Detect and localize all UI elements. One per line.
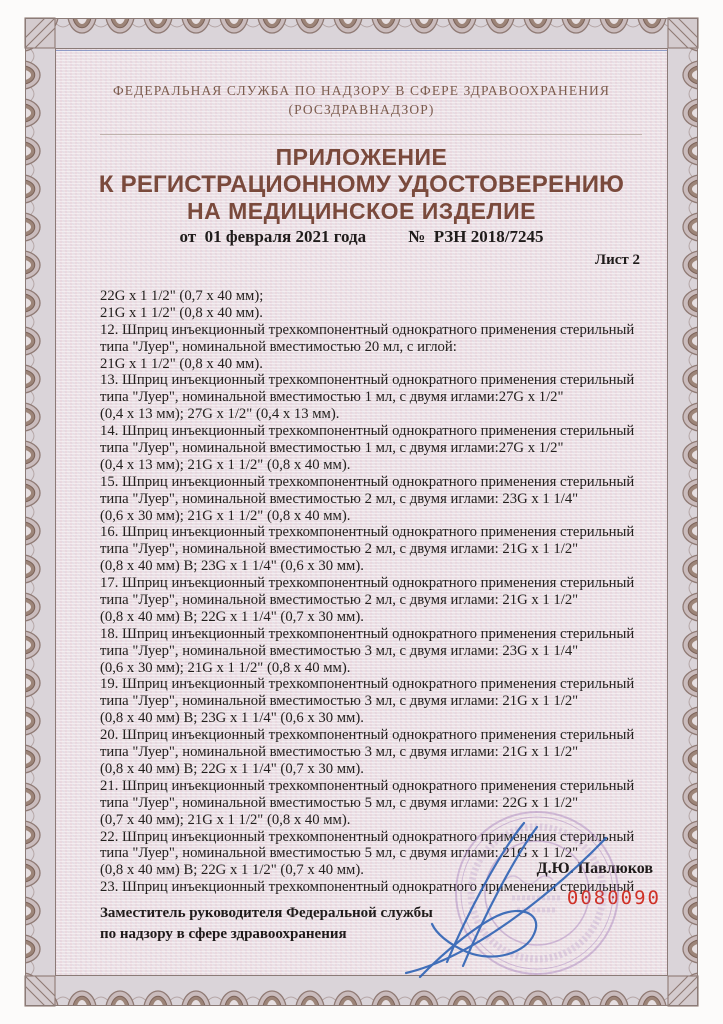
issuing-authority-header: ФЕДЕРАЛЬНАЯ СЛУЖБА ПО НАДЗОРУ В СФЕРЕ ЗД… (55, 81, 668, 119)
body-line: 13. Шприц инъекционный трехкомпонентный … (100, 372, 635, 389)
signer-title-line-2: по надзору в сфере здравоохранения (100, 925, 347, 942)
body-line: типа "Луер", номинальной вместимостью 1 … (100, 389, 564, 406)
body-line: 22. Шприц инъекционный трехкомпонентный … (100, 828, 635, 845)
body-line: 16. Шприц инъекционный трехкомпонентный … (100, 524, 635, 541)
body-line: типа "Луер", номинальной вместимостью 20… (100, 338, 457, 355)
authority-short-name: (РОСЗДРАВНАДЗОР) (288, 102, 435, 117)
body-line: типа "Луер", номинальной вместимостью 5 … (100, 794, 579, 811)
body-line: 18. Шприц инъекционный трехкомпонентный … (100, 625, 635, 642)
body-line: (0,8 x 40 мм) В; 22G x 1 1/4" (0,7 x 30 … (100, 760, 364, 777)
certificate-content: ФЕДЕРАЛЬНАЯ СЛУЖБА ПО НАДЗОРУ В СФЕРЕ ЗД… (55, 48, 668, 976)
body-line: (0,6 x 30 мм); 21G x 1 1/2" (0,8 x 40 мм… (100, 507, 351, 524)
body-line: (0,4 x 13 мм); 21G x 1 1/2" (0,8 x 40 мм… (100, 456, 351, 473)
body-line: 21G x 1 1/2" (0,8 x 40 мм). (100, 304, 263, 321)
signer-name: Д.Ю. Павлюков (536, 860, 653, 877)
issue-date: от 01 февраля 2021 года (179, 227, 367, 246)
document-title: ПРИЛОЖЕНИЕ К РЕГИСТРАЦИОННОМУ УДОСТОВЕРЕ… (55, 143, 668, 224)
body-line: 17. Шприц инъекционный трехкомпонентный … (100, 575, 635, 592)
body-line: 20. Шприц инъекционный трехкомпонентный … (100, 727, 635, 744)
date-and-number-line: от 01 февраля 2021 года № РЗН 2018/7245 (55, 227, 668, 247)
body-line: типа "Луер", номинальной вместимостью 2 … (100, 490, 579, 507)
body-line: типа "Луер", номинальной вместимостью 3 … (100, 744, 579, 761)
body-line: (0,8 x 40 мм) В; 22G x 1 1/4" (0,7 x 30 … (100, 608, 364, 625)
title-line-3: НА МЕДИЦИНСКОЕ ИЗДЕЛИЕ (187, 198, 536, 224)
body-line: типа "Луер", номинальной вместимостью 2 … (100, 592, 579, 609)
signer-title-block: Заместитель руководителя Федеральной слу… (100, 903, 433, 944)
header-separator-line (100, 134, 642, 135)
body-line: 12. Шприц инъекционный трехкомпонентный … (100, 321, 635, 338)
body-line: типа "Луер", номинальной вместимостью 3 … (100, 642, 579, 659)
body-line: 22G x 1 1/2" (0,7 x 40 мм); (100, 288, 264, 304)
body-line: (0,8 x 40 мм) В; 23G x 1 1/4" (0,6 x 30 … (100, 710, 364, 727)
body-line: (0,6 x 30 мм); 21G x 1 1/2" (0,8 x 40 мм… (100, 659, 351, 676)
body-line: типа "Луер", номинальной вместимостью 2 … (100, 541, 579, 558)
serial-number: 0080090 (566, 887, 661, 909)
body-line: (0,8 x 40 мм) В; 23G x 1 1/4" (0,6 x 30 … (100, 558, 364, 575)
body-line: типа "Луер", номинальной вместимостью 1 … (100, 440, 564, 457)
body-line: (0,7 x 40 мм); 21G x 1 1/2" (0,8 x 40 мм… (100, 811, 351, 828)
body-line: 15. Шприц инъекционный трехкомпонентный … (100, 473, 635, 490)
sheet-number-label: Лист 2 (594, 252, 640, 268)
body-line: 21G x 1 1/2" (0,8 x 40 мм). (100, 355, 263, 372)
body-line: 21. Шприц инъекционный трехкомпонентный … (100, 777, 635, 794)
body-line: 19. Шприц инъекционный трехкомпонентный … (100, 676, 635, 693)
registration-number: № РЗН 2018/7245 (408, 227, 544, 246)
body-line: типа "Луер", номинальной вместимостью 3 … (100, 693, 579, 710)
body-line: 23. Шприц инъекционный трехкомпонентный … (100, 879, 635, 896)
body-line: (0,8 x 40 мм) В; 22G x 1 1/2" (0,7 x 40 … (100, 862, 364, 879)
body-line: 14. Шприц инъекционный трехкомпонентный … (100, 423, 635, 440)
title-line-1: ПРИЛОЖЕНИЕ (275, 144, 448, 170)
body-line: (0,4 x 13 мм); 27G x 1/2" (0,4 x 13 мм). (100, 406, 340, 423)
body-text: 22G x 1 1/2" (0,7 x 40 мм); 21G x 1 1/2" … (100, 288, 645, 896)
title-line-2: К РЕГИСТРАЦИОННОМУ УДОСТОВЕРЕНИЮ (98, 171, 625, 198)
authority-name: ФЕДЕРАЛЬНАЯ СЛУЖБА ПО НАДЗОРУ В СФЕРЕ ЗД… (112, 83, 611, 98)
signer-title-line-1: Заместитель руководителя Федеральной слу… (100, 905, 433, 921)
